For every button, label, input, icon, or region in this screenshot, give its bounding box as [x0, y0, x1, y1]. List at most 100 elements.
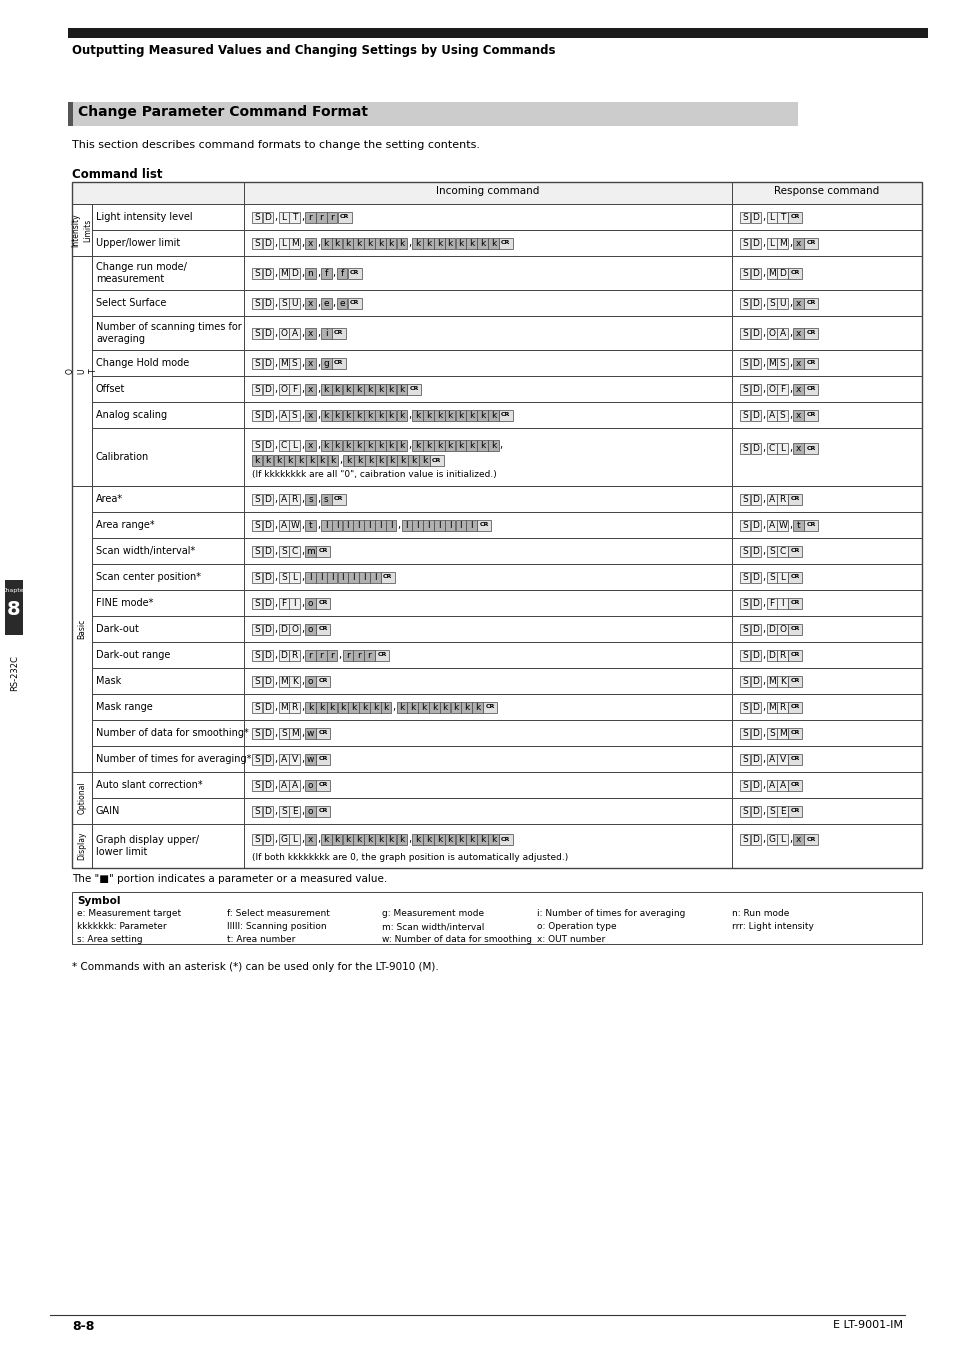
Text: ,: , [788, 520, 791, 530]
Text: L: L [768, 213, 774, 221]
Text: k: k [479, 441, 484, 450]
Text: ,: , [316, 268, 319, 278]
Bar [740, 597, 750, 608]
Text: ,: , [274, 493, 277, 504]
Text: L: L [281, 213, 286, 221]
Text: M: M [291, 728, 298, 737]
Bar [803, 442, 817, 454]
Bar [766, 701, 777, 713]
Bar [787, 624, 801, 635]
Bar [305, 597, 315, 608]
Text: Area*: Area* [96, 493, 123, 504]
Bar [792, 357, 802, 368]
Bar [498, 410, 513, 421]
Text: S: S [741, 329, 747, 337]
Bar [252, 493, 262, 504]
Text: l: l [325, 520, 327, 530]
Text: ,: , [788, 384, 791, 394]
Bar [274, 456, 284, 466]
Text: D: D [264, 441, 272, 450]
Bar [396, 439, 407, 450]
Bar [305, 779, 315, 790]
Text: FINE mode*: FINE mode* [96, 599, 153, 608]
Bar [750, 650, 760, 661]
Bar [750, 519, 760, 531]
Bar [777, 493, 787, 504]
Bar [262, 456, 273, 466]
Bar [359, 701, 370, 713]
Text: D: D [264, 411, 272, 419]
Text: D: D [264, 702, 272, 712]
Text: k: k [420, 702, 426, 712]
Bar [370, 701, 380, 713]
Text: Graph display upper/
lower limit: Graph display upper/ lower limit [96, 834, 199, 857]
Bar [766, 298, 777, 309]
Bar [71, 204, 91, 256]
Text: S: S [741, 599, 747, 608]
Bar [262, 701, 273, 713]
Text: ,: , [316, 493, 319, 504]
Bar [777, 701, 787, 713]
Text: O: O [280, 384, 287, 394]
Text: k: k [367, 441, 372, 450]
Bar [766, 442, 777, 454]
Bar [777, 357, 787, 368]
Bar [71, 487, 91, 772]
Bar [71, 402, 921, 429]
Text: S: S [741, 755, 747, 763]
Text: D: D [752, 298, 759, 307]
Bar [262, 650, 273, 661]
Text: x: x [308, 359, 313, 368]
Bar [476, 439, 487, 450]
Bar [252, 383, 262, 395]
Bar [364, 519, 375, 531]
Text: k: k [411, 456, 416, 465]
Text: D: D [752, 702, 759, 712]
Bar [332, 383, 342, 395]
Bar [320, 328, 331, 338]
Bar [305, 834, 315, 845]
Text: k: k [345, 411, 350, 419]
Bar [375, 237, 385, 248]
Bar [342, 439, 353, 450]
Text: Calibration: Calibration [96, 452, 149, 462]
Bar [71, 824, 921, 868]
Text: CR: CR [334, 496, 343, 501]
Text: ,: , [761, 546, 765, 555]
Text: l: l [331, 573, 333, 581]
Text: ,: , [274, 572, 277, 582]
Text: rrr: Light intensity: rrr: Light intensity [731, 922, 813, 931]
Text: ,: , [408, 410, 411, 421]
Bar [347, 267, 361, 279]
Bar [262, 383, 273, 395]
Bar [71, 824, 91, 868]
Bar [262, 298, 273, 309]
Text: k: k [436, 239, 441, 248]
Bar [353, 237, 363, 248]
Bar [289, 597, 299, 608]
Bar [375, 519, 385, 531]
Text: k: k [323, 411, 329, 419]
Text: D: D [264, 546, 272, 555]
Text: CR: CR [432, 458, 441, 462]
Bar [787, 701, 801, 713]
Text: t: Area number: t: Area number [227, 936, 295, 944]
Bar [750, 237, 760, 248]
Text: x: x [795, 329, 801, 337]
Bar [289, 834, 299, 845]
Bar [71, 720, 921, 745]
Text: k: k [297, 456, 303, 465]
Bar [787, 572, 801, 582]
Text: r: r [330, 651, 334, 659]
Text: S: S [254, 268, 260, 278]
Text: r: r [367, 651, 371, 659]
Text: k: k [469, 239, 474, 248]
Bar [750, 267, 760, 279]
Text: S: S [741, 359, 747, 368]
Bar [456, 834, 466, 845]
Text: ,: , [316, 328, 319, 338]
Bar [766, 546, 777, 557]
Text: k: k [490, 834, 496, 844]
Bar [262, 267, 273, 279]
Bar [337, 212, 352, 222]
